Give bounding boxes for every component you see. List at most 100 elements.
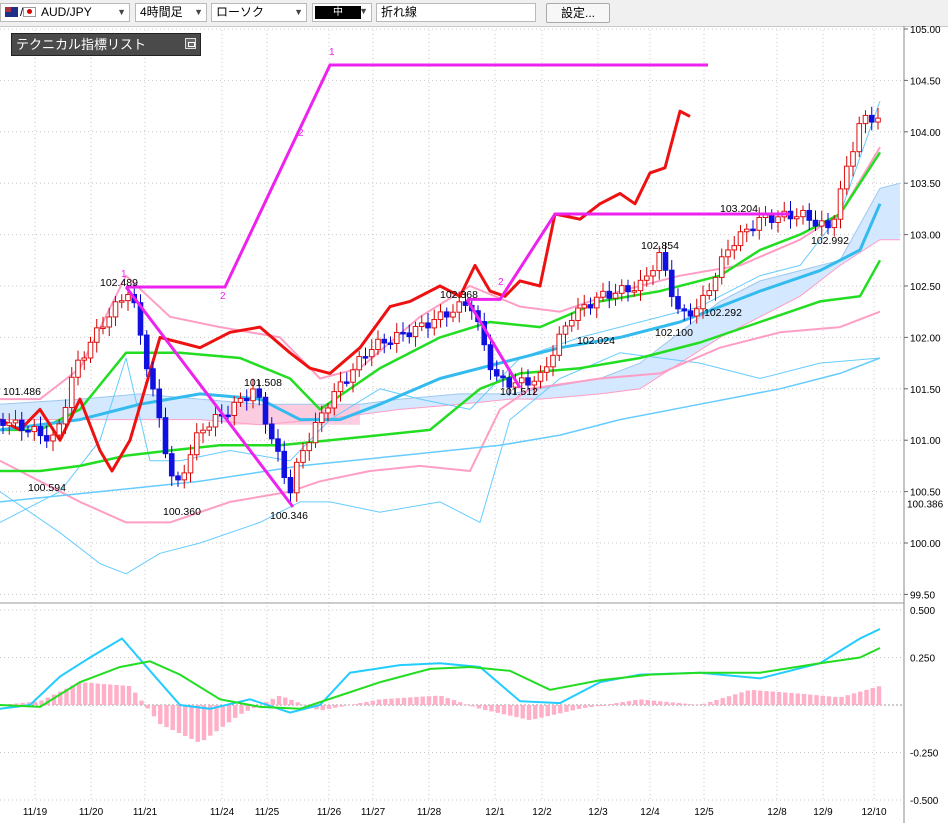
histogram-bar bbox=[614, 703, 619, 705]
histogram-bar bbox=[276, 695, 282, 705]
candle-body bbox=[768, 214, 775, 223]
histogram-bar bbox=[14, 703, 19, 705]
candle-body bbox=[262, 396, 269, 425]
price-tick-label: 104.00 bbox=[910, 128, 941, 139]
candle-body bbox=[268, 423, 275, 440]
histogram-bar bbox=[633, 700, 638, 705]
histogram-bar bbox=[451, 700, 457, 705]
settings-button[interactable]: 設定... bbox=[546, 3, 610, 23]
timeframe-select[interactable]: 4時間足 ▼ bbox=[135, 3, 207, 22]
date-tick-label: 11/20 bbox=[79, 807, 104, 818]
histogram-bar bbox=[351, 704, 357, 705]
candle-body bbox=[25, 429, 31, 433]
candle-body bbox=[350, 369, 356, 383]
candle-body bbox=[0, 419, 6, 426]
zigzag-line bbox=[124, 286, 295, 508]
histogram-bar bbox=[70, 685, 75, 705]
chart-style-select[interactable]: ローソク ▼ bbox=[211, 3, 307, 22]
histogram-bar bbox=[195, 705, 200, 742]
candle-body bbox=[143, 334, 150, 370]
histogram-bar bbox=[651, 700, 657, 705]
price-tick-label: 103.50 bbox=[910, 179, 941, 190]
moving-average-green-2 bbox=[0, 259, 882, 473]
zigzag-line bbox=[467, 212, 790, 301]
histogram-bar bbox=[114, 684, 119, 705]
histogram-bar bbox=[783, 692, 788, 705]
histogram-bar bbox=[483, 705, 488, 710]
histogram-bar bbox=[339, 705, 344, 707]
indicator-list-panel[interactable]: テクニカル指標リスト bbox=[11, 33, 201, 56]
candle-body bbox=[37, 426, 44, 437]
price-tick-label: 100.00 bbox=[910, 539, 941, 550]
candle-body bbox=[393, 331, 400, 345]
zigzag-wave-label: 2 bbox=[298, 128, 304, 139]
candle-body bbox=[281, 450, 288, 479]
bollinger-inner-lower bbox=[0, 310, 881, 524]
indicator-list-title: テクニカル指標リスト bbox=[16, 37, 147, 52]
line-thickness-select[interactable]: 中 ▼ bbox=[312, 3, 372, 22]
candle-body bbox=[68, 376, 75, 408]
histogram-bar bbox=[608, 704, 613, 705]
histogram-bar bbox=[676, 703, 682, 705]
histogram-bar bbox=[364, 701, 369, 705]
histogram-bar bbox=[470, 705, 475, 707]
bollinger-inner-upper bbox=[0, 146, 881, 401]
minimize-icon[interactable] bbox=[185, 38, 196, 49]
candle-body bbox=[712, 276, 719, 292]
histogram-bar bbox=[420, 696, 425, 705]
candle-body bbox=[618, 285, 625, 294]
line-type-select[interactable]: 折れ線 bbox=[376, 3, 536, 22]
candle-body bbox=[437, 311, 444, 321]
histogram-bar bbox=[495, 705, 500, 713]
chart-grid bbox=[0, 26, 905, 823]
candle-body bbox=[700, 294, 706, 310]
zigzag-wave-label: 1 bbox=[121, 269, 127, 280]
histogram-bar bbox=[433, 695, 438, 705]
candle-body bbox=[50, 434, 56, 442]
candle-body bbox=[250, 388, 256, 402]
candle-body bbox=[56, 423, 63, 436]
candle-body bbox=[381, 338, 388, 344]
histogram-bar bbox=[714, 699, 719, 705]
candle-body bbox=[456, 301, 463, 313]
chevron-down-icon: ▼ bbox=[194, 7, 203, 17]
candle-body bbox=[356, 356, 363, 371]
candle-body bbox=[412, 325, 419, 338]
candle-body bbox=[631, 290, 638, 293]
candle-body bbox=[531, 380, 538, 386]
candle-body bbox=[606, 290, 613, 299]
histogram-bar bbox=[526, 705, 532, 720]
candle-body bbox=[600, 290, 606, 298]
indicator-lines bbox=[0, 100, 882, 575]
histogram-bar bbox=[170, 705, 175, 731]
histogram-bar bbox=[389, 698, 394, 705]
symbol-select[interactable]: / AUD/JPY ▼ bbox=[0, 3, 130, 22]
histogram-bar bbox=[733, 694, 738, 705]
histogram-bar bbox=[445, 698, 450, 705]
histogram-bar bbox=[233, 705, 238, 718]
histogram-bar bbox=[239, 705, 244, 714]
osc-tick-label: 0.250 bbox=[910, 654, 935, 665]
candle-body bbox=[337, 381, 344, 393]
candle-body bbox=[568, 319, 575, 327]
price-tick-label: 104.50 bbox=[910, 76, 941, 87]
histogram-bar bbox=[876, 686, 882, 705]
candle-body bbox=[231, 401, 238, 416]
candle-body bbox=[806, 209, 813, 221]
axes: 105.00 104.50 104.00 103.50 103.00 102.50 102.… bbox=[23, 26, 944, 818]
date-tick-label: 12/1 bbox=[485, 807, 505, 818]
candle-body bbox=[637, 279, 644, 292]
candle-body bbox=[306, 442, 313, 452]
candle-body bbox=[731, 245, 738, 251]
candle-body bbox=[106, 316, 113, 328]
bollinger-outer-lower bbox=[0, 352, 881, 575]
candle-body bbox=[343, 381, 350, 384]
price-annotation-label: 102.368 bbox=[440, 289, 478, 301]
osc-tick-label: -0.250 bbox=[910, 749, 939, 760]
candle-body bbox=[825, 220, 831, 229]
histogram-bar bbox=[95, 683, 100, 705]
candle-body bbox=[100, 326, 106, 330]
chevron-down-icon: ▼ bbox=[359, 6, 368, 16]
zigzag-wave-label: 1 bbox=[466, 297, 472, 308]
candle-body bbox=[193, 432, 200, 456]
